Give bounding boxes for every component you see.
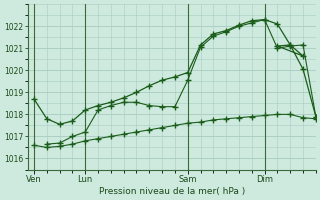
X-axis label: Pression niveau de la mer( hPa ): Pression niveau de la mer( hPa ) bbox=[99, 187, 245, 196]
